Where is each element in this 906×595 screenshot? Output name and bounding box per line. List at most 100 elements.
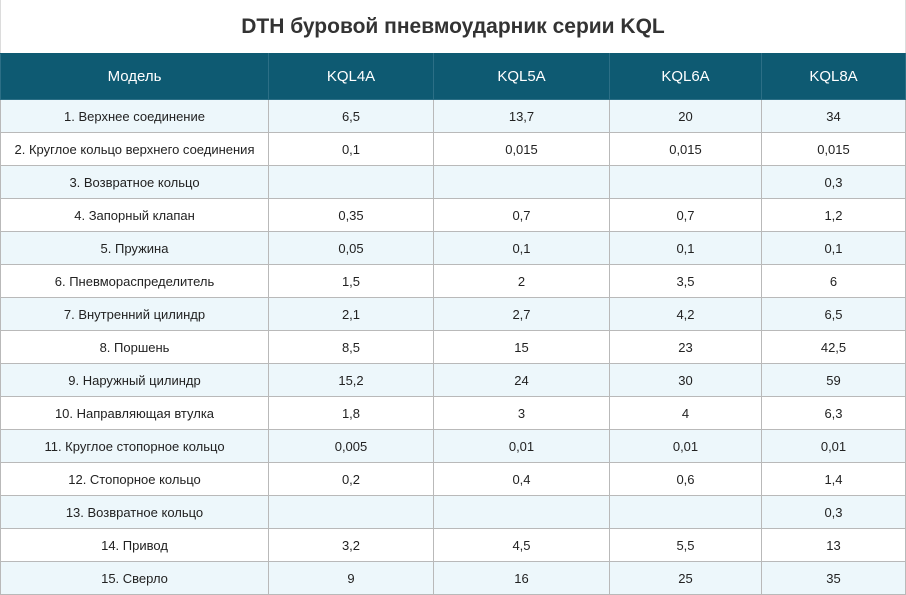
weight-cell: 4,2 — [609, 297, 762, 331]
table-row: 3. Возвратное кольцо 0,3 — [0, 165, 906, 199]
part-name-cell: 14. Привод — [0, 528, 269, 562]
weight-cell: 6,5 — [268, 99, 434, 133]
part-name-cell: 11. Круглое стопорное кольцо — [0, 429, 269, 463]
weight-cell: 13,7 — [433, 99, 610, 133]
part-name-cell: 3. Возвратное кольцо — [0, 165, 269, 199]
weight-cell: 0,7 — [609, 198, 762, 232]
weight-cell: 0,015 — [761, 132, 906, 166]
weight-cell: 24 — [433, 363, 610, 397]
weight-cell: 6 — [761, 264, 906, 298]
table-row: 14. Привод 3,2 4,5 5,5 13 — [0, 528, 906, 562]
page-title: DTH буровой пневмоударник серии KQL — [0, 0, 906, 53]
weight-cell: 6,5 — [761, 297, 906, 331]
weight-cell: 59 — [761, 363, 906, 397]
weight-cell: 1,8 — [268, 396, 434, 430]
weight-cell: 25 — [609, 561, 762, 595]
table-row: 6. Пневмораспределитель 1,5 2 3,5 6 — [0, 264, 906, 298]
column-header-model: Модель — [0, 53, 269, 100]
part-name-cell: 9. Наружный цилиндр — [0, 363, 269, 397]
weight-cell: 5,5 — [609, 528, 762, 562]
weight-cell: 0,01 — [761, 429, 906, 463]
part-name-cell: 2. Круглое кольцо верхнего соединения — [0, 132, 269, 166]
weight-cell: 0,01 — [609, 429, 762, 463]
table-row: 7. Внутренний цилиндр 2,1 2,7 4,2 6,5 — [0, 297, 906, 331]
weight-cell: 0,005 — [268, 429, 434, 463]
weight-cell: 34 — [761, 99, 906, 133]
weight-cell: 2 — [433, 264, 610, 298]
weight-cell: 1,2 — [761, 198, 906, 232]
table-row: 11. Круглое стопорное кольцо 0,005 0,01 0,0… — [0, 429, 906, 463]
table-row: 10. Направляющая втулка 1,8 3 4 6,3 — [0, 396, 906, 430]
weight-cell: 35 — [761, 561, 906, 595]
weight-cell — [609, 495, 762, 529]
table-row: 5. Пружина 0,05 0,1 0,1 0,1 — [0, 231, 906, 265]
table-row: 4. Запорный клапан 0,35 0,7 0,7 1,2 — [0, 198, 906, 232]
table-row: 15. Сверло 9 16 25 35 — [0, 561, 906, 595]
weight-cell: 0,35 — [268, 198, 434, 232]
weight-cell — [433, 495, 610, 529]
weight-cell: 8,5 — [268, 330, 434, 364]
weight-cell: 3,5 — [609, 264, 762, 298]
weight-cell — [268, 165, 434, 199]
table-body: 1. Верхнее соединение 6,5 13,7 20 34 2. Кругл… — [0, 99, 906, 595]
weight-cell: 0,1 — [609, 231, 762, 265]
part-name-cell: 15. Сверло — [0, 561, 269, 595]
table-header: Модель KQL4A KQL5A KQL6A KQL8A — [0, 53, 906, 100]
weight-cell: 15,2 — [268, 363, 434, 397]
spec-table: Модель KQL4A KQL5A KQL6A KQL8A 1. Верхнее со… — [0, 53, 906, 595]
column-header-kql5a: KQL5A — [433, 53, 610, 100]
table-row: 9. Наружный цилиндр 15,2 24 30 59 — [0, 363, 906, 397]
weight-cell: 0,015 — [609, 132, 762, 166]
weight-cell: 0,01 — [433, 429, 610, 463]
weight-cell: 23 — [609, 330, 762, 364]
weight-cell — [433, 165, 610, 199]
part-name-cell: 7. Внутренний цилиндр — [0, 297, 269, 331]
weight-cell: 0,2 — [268, 462, 434, 496]
weight-cell: 42,5 — [761, 330, 906, 364]
part-name-cell: 12. Стопорное кольцо — [0, 462, 269, 496]
part-name-cell: 6. Пневмораспределитель — [0, 264, 269, 298]
table-row: 1. Верхнее соединение 6,5 13,7 20 34 — [0, 99, 906, 133]
weight-cell: 13 — [761, 528, 906, 562]
table-row: 13. Возвратное кольцо 0,3 — [0, 495, 906, 529]
weight-cell: 1,4 — [761, 462, 906, 496]
weight-cell: 16 — [433, 561, 610, 595]
weight-cell: 0,1 — [433, 231, 610, 265]
weight-cell: 4 — [609, 396, 762, 430]
weight-cell: 3,2 — [268, 528, 434, 562]
header-row: Модель KQL4A KQL5A KQL6A KQL8A — [0, 53, 906, 100]
weight-cell: 2,7 — [433, 297, 610, 331]
part-name-cell: 8. Поршень — [0, 330, 269, 364]
weight-cell: 0,015 — [433, 132, 610, 166]
weight-cell: 2,1 — [268, 297, 434, 331]
column-header-kql4a: KQL4A — [268, 53, 434, 100]
part-name-cell: 5. Пружина — [0, 231, 269, 265]
weight-cell: 1,5 — [268, 264, 434, 298]
weight-cell — [609, 165, 762, 199]
weight-cell: 0,1 — [268, 132, 434, 166]
weight-cell: 3 — [433, 396, 610, 430]
weight-cell: 4,5 — [433, 528, 610, 562]
weight-cell: 0,6 — [609, 462, 762, 496]
weight-cell: 6,3 — [761, 396, 906, 430]
column-header-kql8a: KQL8A — [761, 53, 906, 100]
weight-cell: 0,7 — [433, 198, 610, 232]
weight-cell — [268, 495, 434, 529]
weight-cell: 0,05 — [268, 231, 434, 265]
weight-cell: 0,3 — [761, 165, 906, 199]
weight-cell: 9 — [268, 561, 434, 595]
weight-cell: 30 — [609, 363, 762, 397]
table-row: 12. Стопорное кольцо 0,2 0,4 0,6 1,4 — [0, 462, 906, 496]
weight-cell: 20 — [609, 99, 762, 133]
table-row: 2. Круглое кольцо верхнего соединения 0,1… — [0, 132, 906, 166]
part-name-cell: 10. Направляющая втулка — [0, 396, 269, 430]
part-name-cell: 4. Запорный клапан — [0, 198, 269, 232]
table-row: 8. Поршень 8,5 15 23 42,5 — [0, 330, 906, 364]
weight-cell: 0,3 — [761, 495, 906, 529]
weight-cell: 0,1 — [761, 231, 906, 265]
weight-cell: 15 — [433, 330, 610, 364]
column-header-kql6a: KQL6A — [609, 53, 762, 100]
part-name-cell: 13. Возвратное кольцо — [0, 495, 269, 529]
part-name-cell: 1. Верхнее соединение — [0, 99, 269, 133]
weight-cell: 0,4 — [433, 462, 610, 496]
